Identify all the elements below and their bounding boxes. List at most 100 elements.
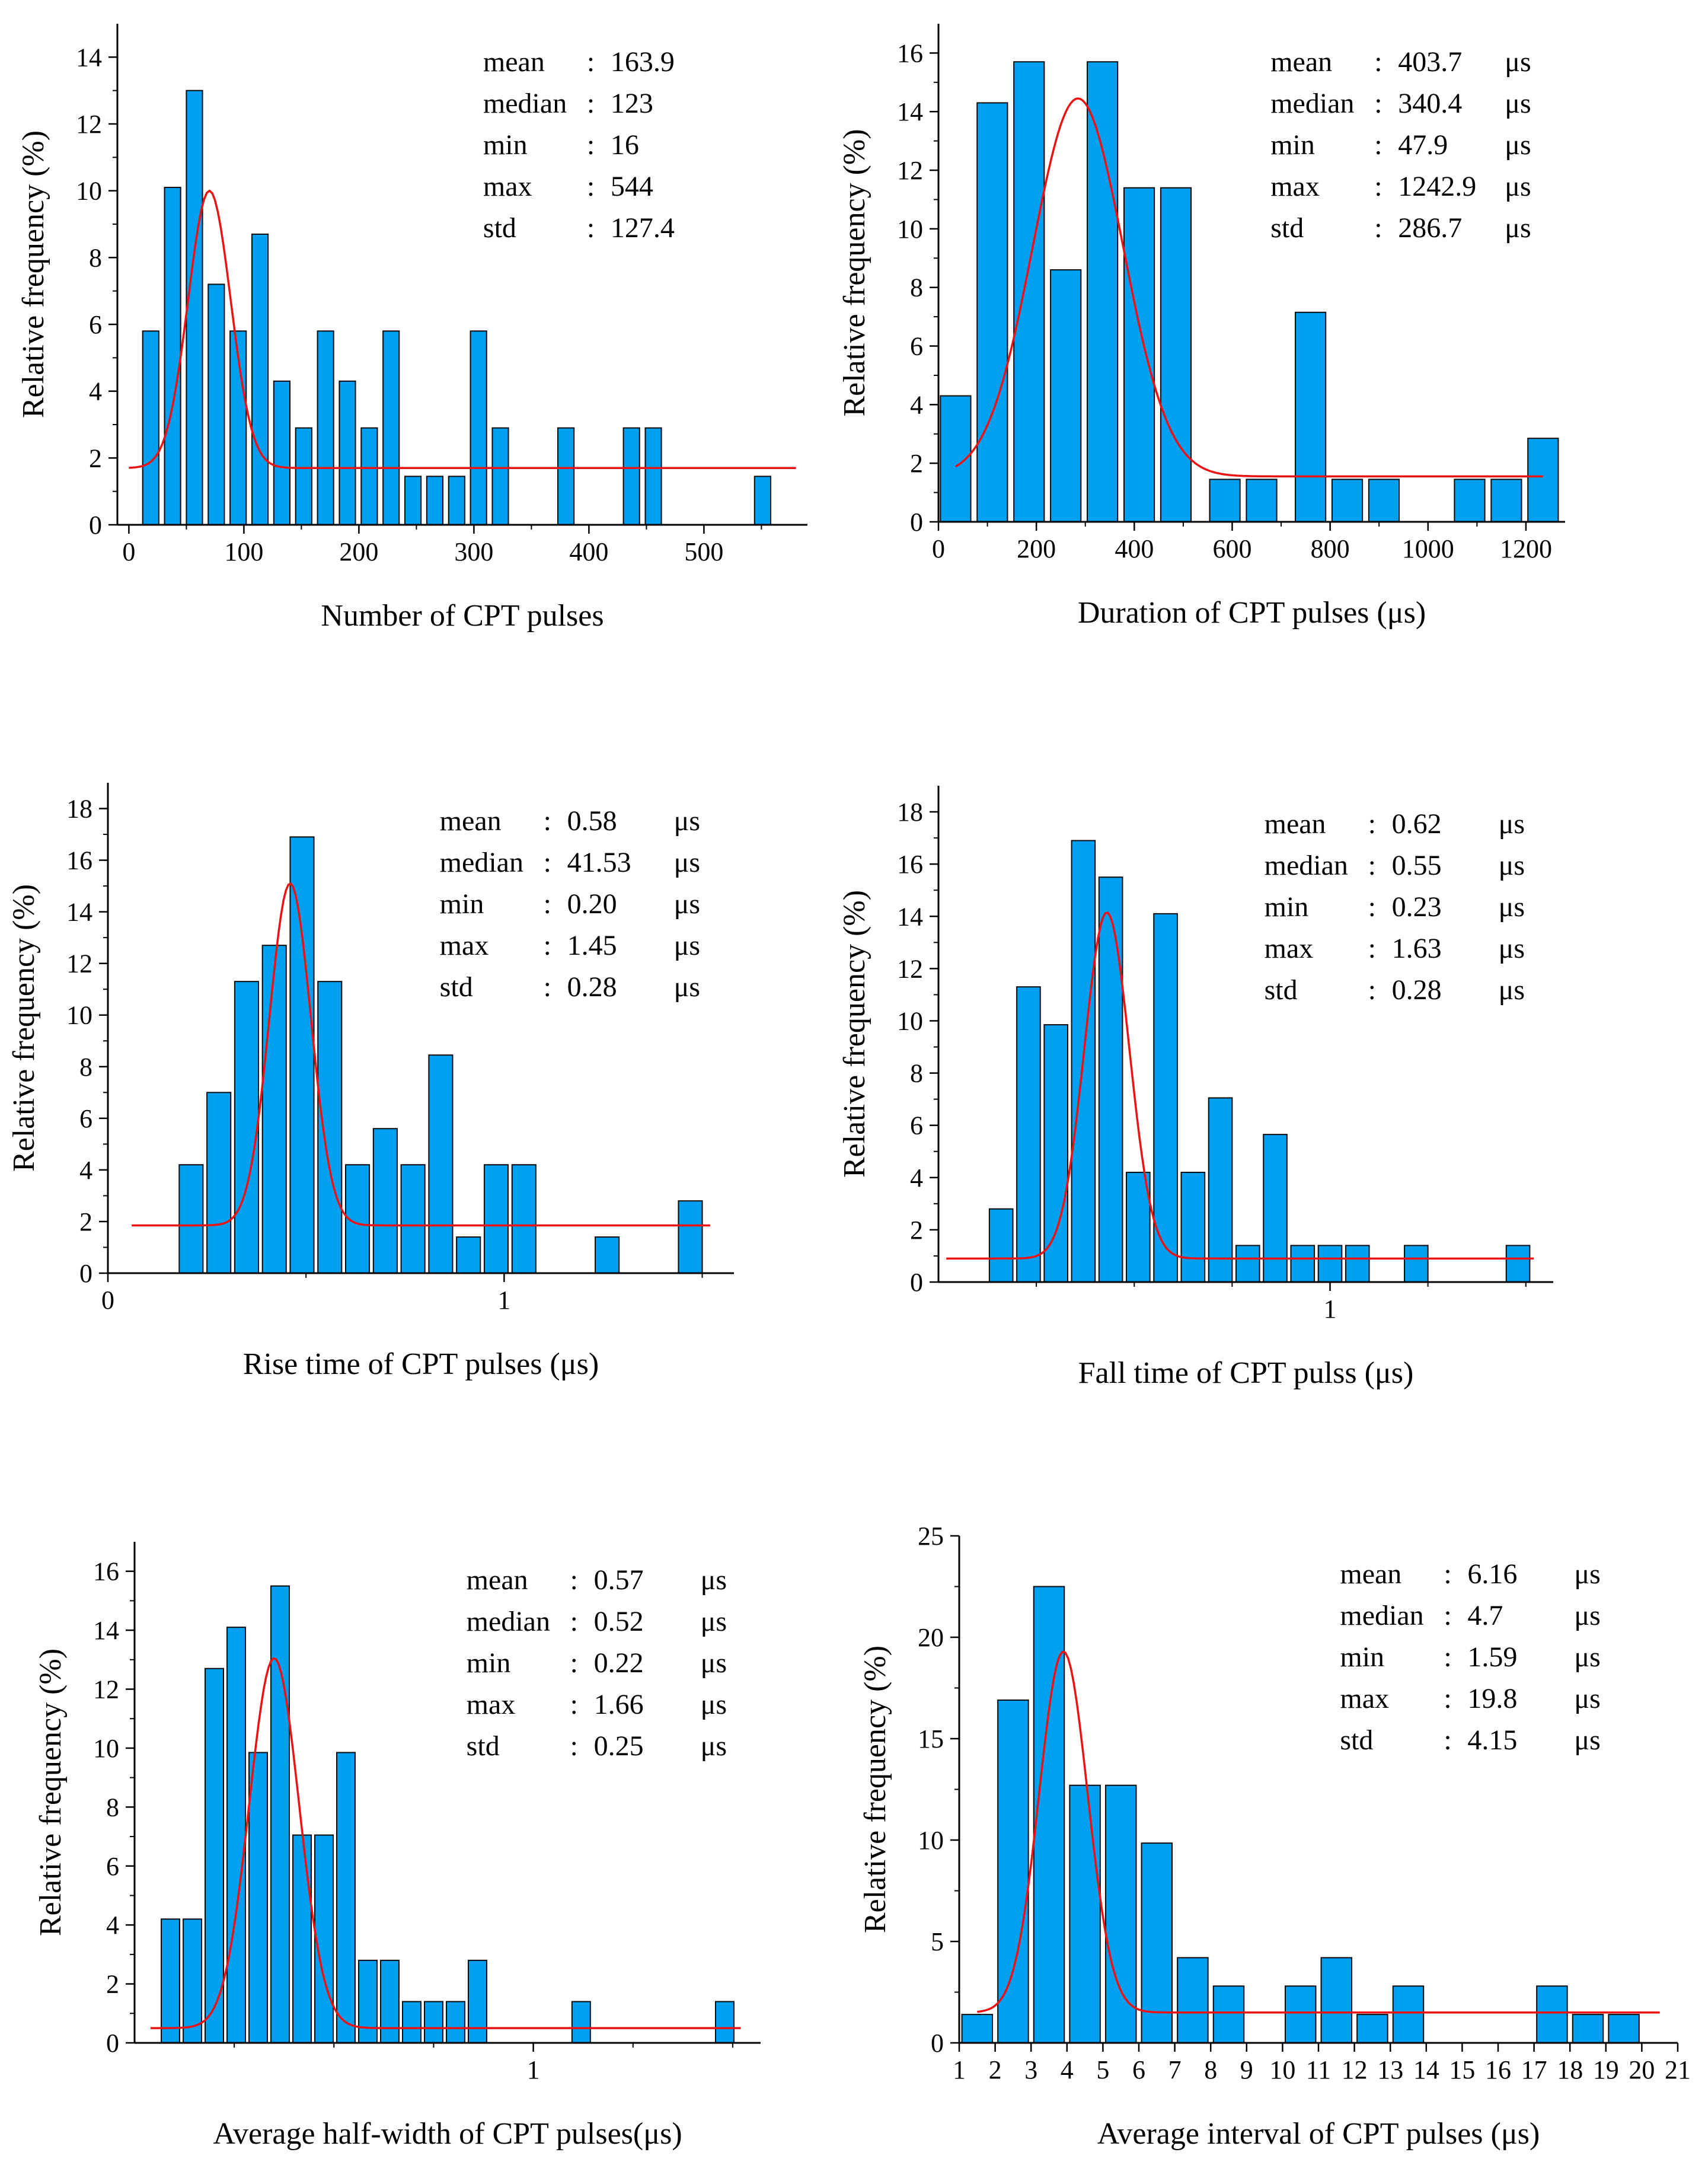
x-tick-label: 800 [1311,534,1350,563]
histogram-bar [1208,1097,1233,1283]
y-tick-label: 10 [66,1001,92,1030]
y-tick-label: 2 [910,449,923,478]
bar-series [178,836,703,1274]
histogram-bar [1016,986,1041,1283]
histogram-bar [456,1236,481,1274]
histogram-bar [988,1208,1014,1283]
histogram-bar [1104,1784,1137,2043]
x-tick-label: 100 [224,537,263,566]
histogram-bar [1013,61,1045,522]
stat-separator: : [1374,129,1382,161]
y-tick-label: 6 [79,1104,92,1133]
histogram-bar [1454,479,1486,523]
stat-label: std [440,971,473,1003]
y-tick-label: 16 [897,850,923,879]
histogram-bar [372,1128,398,1274]
stat-separator: : [544,930,551,961]
stat-separator: : [1374,88,1382,119]
stat-label: min [1265,891,1309,923]
y-tick-label: 0 [106,2029,119,2058]
x-tick-label: 1200 [1500,534,1552,563]
stat-unit: μs [1505,171,1531,202]
x-tick-label: 3 [1024,2055,1037,2084]
histogram-bar [1180,1171,1206,1283]
y-tick-label: 10 [76,177,102,206]
stat-unit: μs [1574,1641,1600,1673]
y-tick-label: 14 [93,1616,119,1645]
y-tick-label: 2 [106,1970,119,1999]
y-tick-label: 6 [106,1852,119,1881]
histogram-bar [470,330,487,525]
stat-separator: : [1368,808,1376,840]
x-axis-title: Average half-width of CPT pulses(μs) [213,2117,682,2151]
stat-label: median [1340,1600,1423,1631]
x-tick-label: 500 [684,537,723,566]
stat-value: 0.28 [1392,974,1442,1006]
x-axis-title: Number of CPT pulses [321,599,604,633]
x-tick-label: 1 [1324,1295,1337,1324]
stat-label: median [1265,850,1348,881]
histogram-bar [206,1092,232,1274]
histogram-bar [164,187,181,525]
y-tick-label: 12 [897,156,923,185]
stat-unit: μs [701,1564,727,1596]
y-tick-label: 6 [910,332,923,361]
histogram-bar [273,380,290,525]
stat-value: 127.4 [611,212,675,244]
histogram-bar [1294,311,1327,522]
histogram-bar [404,476,422,525]
histogram-bar [1608,2014,1640,2044]
histogram-bar [1263,1134,1288,1283]
y-tick-label: 8 [910,273,923,302]
histogram-bar [426,476,444,525]
x-tick-label: 6 [1132,2055,1145,2084]
stat-unit: μs [701,1606,727,1637]
stat-value: 6.16 [1467,1558,1517,1590]
stat-value: 16 [611,129,639,161]
stat-separator: : [587,212,595,244]
y-tick-label: 2 [89,444,102,473]
histogram-bar [1404,1245,1429,1283]
stat-value: 4.15 [1467,1724,1517,1756]
stat-separator: : [570,1647,578,1679]
stat-separator: : [544,888,551,920]
histogram-bar [226,1627,246,2043]
bar-series [988,840,1531,1283]
stat-unit: μs [1574,1600,1600,1631]
stat-unit: μs [1505,212,1531,244]
histogram-bar [1043,1024,1068,1283]
histogram-bar [1126,1171,1151,1283]
x-axis-title: Rise time of CPT pulses (μs) [243,1347,599,1381]
stat-separator: : [587,46,595,78]
stat-separator: : [544,847,551,878]
histogram-bar [382,330,400,525]
bar-series [142,90,771,526]
y-tick-label: 4 [89,377,102,406]
y-tick-label: 6 [910,1111,923,1140]
stat-label: mean [1270,46,1332,78]
y-tick-label: 12 [93,1675,119,1704]
stat-value: 123 [611,88,653,119]
x-tick-label: 15 [1449,2055,1475,2084]
stat-separator: : [587,88,595,119]
x-tick-label: 0 [101,1286,114,1315]
histogram-bar [1177,1957,1209,2044]
y-tick-label: 4 [910,390,923,419]
x-tick-label: 14 [1413,2055,1439,2084]
histogram-bar [714,2001,735,2044]
histogram-bar [491,427,509,526]
x-tick-label: 10 [1269,2055,1295,2084]
histogram-bar [401,2001,422,2044]
y-axis-title: Relative frequency (%) [838,890,871,1178]
y-axis-title: Relative frequency (%) [34,1649,68,1936]
y-tick-label: 2 [79,1207,92,1236]
x-tick-label: 0 [932,534,945,563]
histogram-bar [1123,187,1155,522]
histogram-bar [1290,1245,1316,1283]
histogram-bar [1033,1586,1065,2043]
histogram-bar [1345,1245,1370,1283]
stat-label: median [440,847,523,878]
stat-separator: : [544,805,551,837]
